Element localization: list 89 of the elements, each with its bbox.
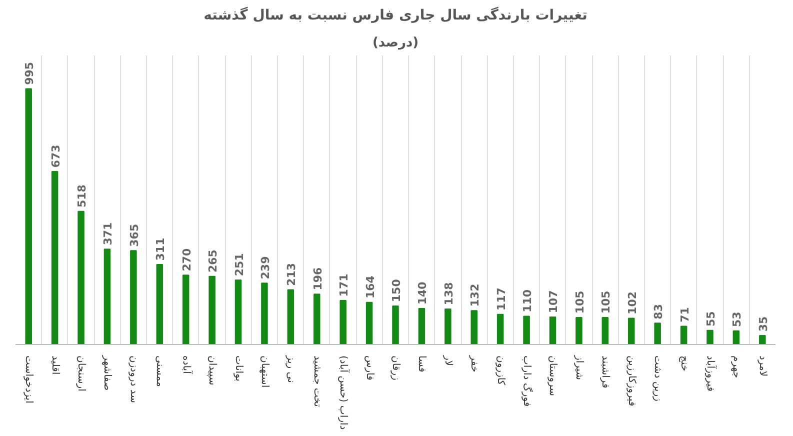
bar xyxy=(654,322,661,344)
bar xyxy=(732,330,740,344)
x-tick-label: فیروزآباد xyxy=(704,356,718,392)
bar xyxy=(51,171,58,344)
bar xyxy=(208,276,216,344)
data-label: 71 xyxy=(678,307,692,322)
x-tick-label: سپیدان xyxy=(206,356,218,386)
bar xyxy=(680,326,688,344)
data-label: 265 xyxy=(206,250,220,273)
data-label: 107 xyxy=(547,290,560,314)
data-label: 311 xyxy=(154,238,168,261)
bar xyxy=(156,264,164,344)
bar xyxy=(25,88,32,344)
data-label: 270 xyxy=(180,248,194,272)
x-tick-label: سروستان xyxy=(547,356,558,396)
x-tick-label: فورگ داراب xyxy=(521,356,534,407)
data-label: 105 xyxy=(573,290,586,314)
bar xyxy=(366,302,373,344)
data-label: 55 xyxy=(704,311,718,327)
x-tick-label: داراب (حسن آباد) xyxy=(338,356,351,430)
data-label: 53 xyxy=(730,312,744,328)
bar xyxy=(392,305,399,344)
x-tick-label: فسا xyxy=(416,356,428,372)
bar xyxy=(706,330,714,344)
x-tick-label: ایزدخواست xyxy=(23,356,34,404)
bar xyxy=(470,310,478,344)
data-label: 150 xyxy=(390,278,403,302)
x-tick-label: زرقان xyxy=(390,356,401,380)
bar xyxy=(340,300,346,344)
x-tick-label: کازرون xyxy=(494,356,506,386)
bar xyxy=(234,279,242,344)
data-label: 102 xyxy=(626,291,639,314)
x-tick-label: استهبان xyxy=(258,356,270,388)
data-label: 251 xyxy=(232,253,246,276)
bar xyxy=(576,317,582,344)
data-label: 132 xyxy=(468,284,482,307)
x-tick-label: ممسنی xyxy=(154,356,166,387)
data-label: 213 xyxy=(285,262,298,286)
x-tick-label: خنج xyxy=(678,356,690,372)
data-label: 110 xyxy=(521,289,534,312)
x-tick-label: زرین دشت xyxy=(652,356,664,402)
data-label: 140 xyxy=(416,281,430,305)
x-tick-label: ارسنجان xyxy=(76,356,87,392)
x-tick-label: اقلید xyxy=(49,356,60,375)
x-tick-label: لار xyxy=(442,354,454,366)
data-label: 35 xyxy=(756,316,770,332)
data-label: 138 xyxy=(442,282,456,306)
bar xyxy=(628,318,635,344)
data-label: 995 xyxy=(23,62,36,85)
x-tick-label: خفر xyxy=(468,354,480,372)
x-tick-label: بوانات xyxy=(232,356,244,382)
x-tick-label: فراشبند xyxy=(600,356,611,388)
bar xyxy=(759,335,766,344)
bar xyxy=(549,316,556,344)
data-label: 371 xyxy=(102,222,115,246)
chart-subtitle: (درصد) xyxy=(372,36,419,50)
bar xyxy=(602,317,609,344)
x-tick-label: فارس xyxy=(364,356,375,381)
bar xyxy=(496,314,504,344)
data-label: 239 xyxy=(258,256,272,280)
data-label: 518 xyxy=(76,184,89,208)
x-tick-label: جهرم xyxy=(730,356,742,378)
x-tick-label: لامرد xyxy=(756,356,768,377)
x-tick-label: تخت جمشید xyxy=(311,356,322,408)
bar xyxy=(418,308,426,344)
x-tick-label: آباده xyxy=(180,356,194,376)
x-tick-label: نی ریز xyxy=(285,354,296,383)
data-label: 171 xyxy=(338,274,351,297)
bar xyxy=(130,250,137,344)
x-tick-label: صفاشهر xyxy=(102,354,113,391)
data-label: 673 xyxy=(49,144,62,168)
data-label: 164 xyxy=(364,275,377,299)
bar xyxy=(78,210,84,344)
x-tick-label: فیروزکارزین xyxy=(626,356,637,407)
data-label: 196 xyxy=(311,266,324,290)
bar xyxy=(444,308,452,344)
bar xyxy=(182,274,190,344)
bar xyxy=(104,248,111,344)
bar xyxy=(523,316,530,344)
bar xyxy=(287,289,294,344)
chart-title: تغییرات بارندگی سال جاری فارس نسبت به سال گذشته xyxy=(204,6,588,24)
data-label: 83 xyxy=(652,304,666,320)
x-tick-label: شیراز xyxy=(573,354,584,380)
data-label: 365 xyxy=(128,224,141,247)
data-label: 117 xyxy=(494,288,508,311)
bar xyxy=(261,282,268,344)
data-label: 105 xyxy=(600,290,613,314)
bar xyxy=(313,294,320,344)
x-tick-label: سد درودزن xyxy=(128,356,139,404)
